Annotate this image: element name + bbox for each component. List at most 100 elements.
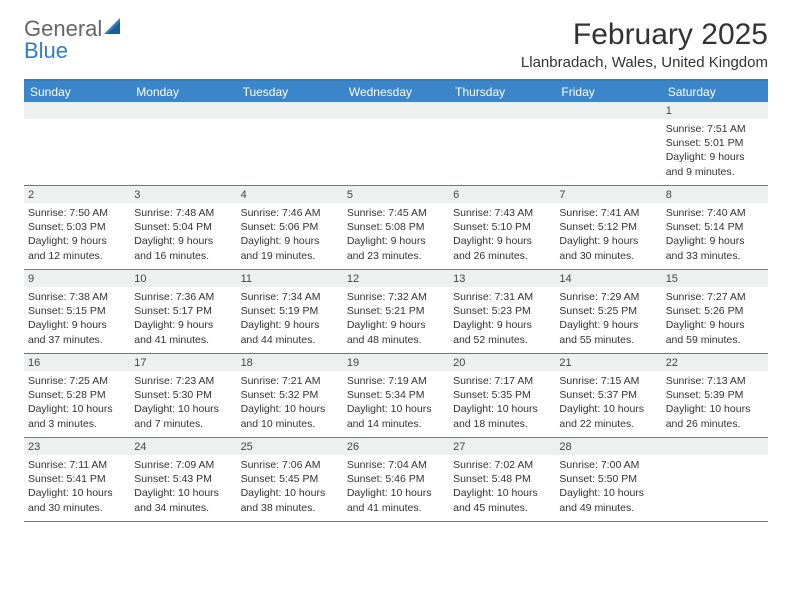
day-cell: 12 Sunrise: 7:32 AMSunset: 5:21 PMDayligh… — [343, 270, 449, 353]
sunset-text: Sunset: 5:21 PM — [347, 304, 445, 318]
sunset-text: Sunset: 5:25 PM — [559, 304, 657, 318]
sunset-text: Sunset: 5:50 PM — [559, 472, 657, 486]
sunrise-text: Sunrise: 7:13 AM — [666, 374, 764, 388]
day-number: 26 — [343, 438, 449, 455]
day-number: 28 — [555, 438, 661, 455]
weekday-header: Wednesday — [343, 85, 449, 99]
daylight-text-line1: Daylight: 9 hours — [28, 234, 126, 248]
day-cell: 18Sunrise: 7:21 AMSunset: 5:32 PMDayligh… — [237, 354, 343, 437]
daylight-text-line2: and 19 minutes. — [241, 249, 339, 263]
sunrise-text: Sunrise: 7:29 AM — [559, 290, 657, 304]
daylight-text-line2: and 37 minutes. — [28, 333, 126, 347]
daylight-text-line2: and 41 minutes. — [134, 333, 232, 347]
daylight-text-line1: Daylight: 10 hours — [28, 486, 126, 500]
sunset-text: Sunset: 5:08 PM — [347, 220, 445, 234]
day-cell: 20Sunrise: 7:17 AMSunset: 5:35 PMDayligh… — [449, 354, 555, 437]
day-number: 5 — [343, 186, 449, 203]
sunrise-text: Sunrise: 7:06 AM — [241, 458, 339, 472]
day-cell — [130, 102, 236, 185]
day-cell — [662, 438, 768, 521]
day-cell — [555, 102, 661, 185]
calendar: Sunday Monday Tuesday Wednesday Thursday… — [24, 79, 768, 522]
sunrise-text: Sunrise: 7:43 AM — [453, 206, 551, 220]
daylight-text-line2: and 26 minutes. — [666, 417, 764, 431]
day-cell: 2Sunrise: 7:50 AMSunset: 5:03 PMDaylight… — [24, 186, 130, 269]
daylight-text-line1: Daylight: 9 hours — [241, 318, 339, 332]
day-number: 9 — [24, 270, 130, 287]
sunrise-text: Sunrise: 7:46 AM — [241, 206, 339, 220]
day-number: 6 — [449, 186, 555, 203]
day-cell: 10Sunrise: 7:36 AMSunset: 5:17 PMDayligh… — [130, 270, 236, 353]
daylight-text-line1: Daylight: 10 hours — [559, 486, 657, 500]
daylight-text-line1: Daylight: 9 hours — [453, 318, 551, 332]
day-cell: 26Sunrise: 7:04 AMSunset: 5:46 PMDayligh… — [343, 438, 449, 521]
sunset-text: Sunset: 5:39 PM — [666, 388, 764, 402]
sunrise-text: Sunrise: 7:23 AM — [134, 374, 232, 388]
sunrise-text: Sunrise: 7:11 AM — [28, 458, 126, 472]
day-number — [662, 438, 768, 455]
sunset-text: Sunset: 5:23 PM — [453, 304, 551, 318]
sunset-text: Sunset: 5:37 PM — [559, 388, 657, 402]
week-row: 2Sunrise: 7:50 AMSunset: 5:03 PMDaylight… — [24, 186, 768, 270]
day-cell: 28 Sunrise: 7:00 AMSunset: 5:50 PMDayligh… — [555, 438, 661, 521]
daylight-text-line1: Daylight: 9 hours — [666, 234, 764, 248]
sunrise-text: Sunrise: 7:21 AM — [241, 374, 339, 388]
location-subtitle: Llanbradach, Wales, United Kingdom — [521, 54, 768, 71]
day-number: 4 — [237, 186, 343, 203]
sunrise-text: Sunrise: 7:41 AM — [559, 206, 657, 220]
daylight-text-line1: Daylight: 10 hours — [241, 402, 339, 416]
sunrise-text: Sunrise: 7:31 AM — [453, 290, 551, 304]
day-cell: 5Sunrise: 7:45 AMSunset: 5:08 PMDaylight… — [343, 186, 449, 269]
daylight-text-line2: and 22 minutes. — [559, 417, 657, 431]
day-cell: 4Sunrise: 7:46 AMSunset: 5:06 PMDaylight… — [237, 186, 343, 269]
sunrise-text: Sunrise: 7:00 AM — [559, 458, 657, 472]
weekday-header: Friday — [555, 85, 661, 99]
sunrise-text: Sunrise: 7:19 AM — [347, 374, 445, 388]
sunset-text: Sunset: 5:10 PM — [453, 220, 551, 234]
daylight-text-line2: and 45 minutes. — [453, 501, 551, 515]
daylight-text-line1: Daylight: 10 hours — [453, 486, 551, 500]
daylight-text-line2: and 10 minutes. — [241, 417, 339, 431]
day-number: 13 — [449, 270, 555, 287]
sunset-text: Sunset: 5:43 PM — [134, 472, 232, 486]
day-number: 17 — [130, 354, 236, 371]
day-cell: 17Sunrise: 7:23 AMSunset: 5:30 PMDayligh… — [130, 354, 236, 437]
sunset-text: Sunset: 5:14 PM — [666, 220, 764, 234]
day-number: 25 — [237, 438, 343, 455]
sunset-text: Sunset: 5:34 PM — [347, 388, 445, 402]
header: General Blue February 2025 Llanbradach, … — [24, 18, 768, 71]
sunset-text: Sunset: 5:48 PM — [453, 472, 551, 486]
sunrise-text: Sunrise: 7:51 AM — [666, 122, 764, 136]
day-cell: 9Sunrise: 7:38 AMSunset: 5:15 PMDaylight… — [24, 270, 130, 353]
day-cell: 25Sunrise: 7:06 AMSunset: 5:45 PMDayligh… — [237, 438, 343, 521]
day-number: 7 — [555, 186, 661, 203]
sunrise-text: Sunrise: 7:32 AM — [347, 290, 445, 304]
daylight-text-line1: Daylight: 10 hours — [134, 486, 232, 500]
day-number: 21 — [555, 354, 661, 371]
day-number: 12 — [343, 270, 449, 287]
daylight-text-line1: Daylight: 10 hours — [241, 486, 339, 500]
daylight-text-line2: and 41 minutes. — [347, 501, 445, 515]
day-cell: 1 Sunrise: 7:51 AMSunset: 5:01 PMDaylight… — [662, 102, 768, 185]
sunset-text: Sunset: 5:30 PM — [134, 388, 232, 402]
sunset-text: Sunset: 5:46 PM — [347, 472, 445, 486]
daylight-text-line2: and 18 minutes. — [453, 417, 551, 431]
sunset-text: Sunset: 5:28 PM — [28, 388, 126, 402]
sunset-text: Sunset: 5:26 PM — [666, 304, 764, 318]
sunrise-text: Sunrise: 7:50 AM — [28, 206, 126, 220]
daylight-text-line1: Daylight: 9 hours — [347, 318, 445, 332]
sunrise-text: Sunrise: 7:02 AM — [453, 458, 551, 472]
daylight-text-line1: Daylight: 9 hours — [666, 150, 764, 164]
sunrise-text: Sunrise: 7:38 AM — [28, 290, 126, 304]
weekday-header: Thursday — [449, 85, 555, 99]
day-number: 22 — [662, 354, 768, 371]
weekday-header: Sunday — [24, 85, 130, 99]
day-number — [449, 102, 555, 119]
day-cell — [24, 102, 130, 185]
daylight-text-line2: and 7 minutes. — [134, 417, 232, 431]
day-cell: 22Sunrise: 7:13 AMSunset: 5:39 PMDayligh… — [662, 354, 768, 437]
sunset-text: Sunset: 5:12 PM — [559, 220, 657, 234]
daylight-text-line2: and 23 minutes. — [347, 249, 445, 263]
day-number: 1 — [662, 102, 768, 119]
sunset-text: Sunset: 5:01 PM — [666, 136, 764, 150]
